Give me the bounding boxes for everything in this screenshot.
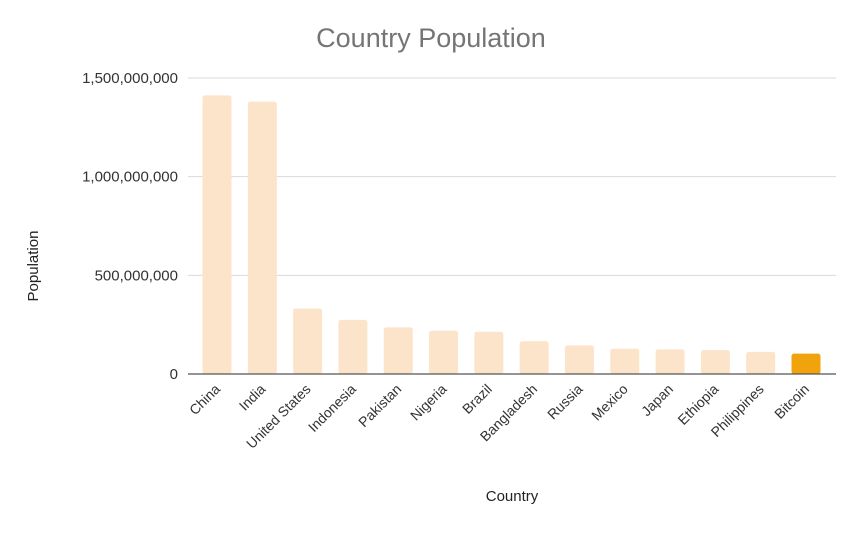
x-tick-label: China: [186, 381, 223, 418]
y-axis-title: Population: [25, 231, 42, 302]
x-tick-label: Russia: [544, 381, 586, 423]
bar: [519, 341, 549, 374]
bar: [429, 330, 459, 374]
x-tick-label: India: [236, 381, 269, 414]
y-tick-label: 1,000,000,000: [82, 169, 178, 186]
x-tick-label: Mexico: [588, 381, 631, 424]
y-tick-label: 500,000,000: [95, 267, 178, 284]
chart-title: Country Population: [316, 23, 546, 53]
y-tick-label: 1,500,000,000: [82, 70, 178, 87]
bar: [564, 345, 594, 374]
x-tick-label: Indonesia: [305, 381, 359, 435]
x-tick-label: Bitcoin: [771, 381, 812, 422]
bar: [791, 353, 821, 374]
bar: [338, 319, 368, 374]
x-tick-label: Japan: [638, 381, 676, 419]
bar: [700, 350, 730, 374]
bar: [247, 101, 277, 375]
bar: [383, 327, 413, 374]
y-axis-ticks: 0 500,000,000 1,000,000,000 1,500,000,000: [82, 70, 178, 383]
bars: [202, 95, 821, 375]
x-tick-label: Nigeria: [407, 381, 450, 424]
x-axis-title: Country: [486, 488, 539, 505]
gridlines: [188, 77, 836, 276]
bar: [202, 95, 232, 375]
bar: [655, 349, 685, 374]
bar: [474, 331, 504, 374]
y-tick-label: 0: [170, 366, 178, 383]
bar: [610, 348, 640, 374]
x-tick-label: Pakistan: [355, 381, 404, 430]
bar: [746, 351, 776, 374]
x-tick-label: Brazil: [459, 381, 495, 417]
bar: [293, 308, 323, 374]
